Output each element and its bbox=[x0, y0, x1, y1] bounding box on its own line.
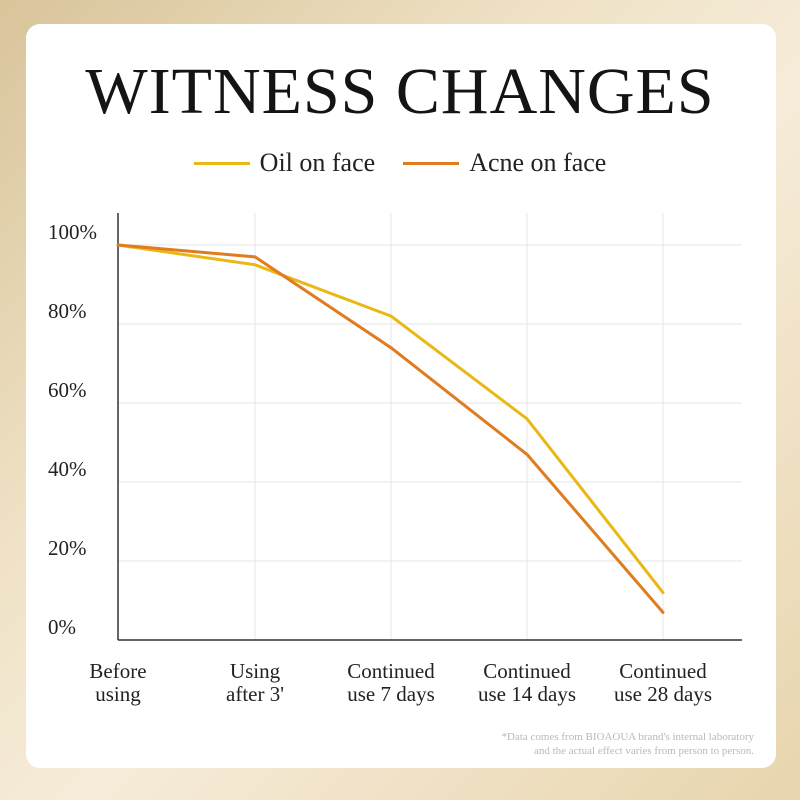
legend-label-oil: Oil on face bbox=[259, 148, 376, 177]
x-tick-label: Continued bbox=[483, 659, 571, 683]
legend-swatch-oil bbox=[193, 161, 250, 165]
x-tick-label: after 3' bbox=[226, 682, 284, 706]
chart-card bbox=[26, 24, 776, 768]
legend-item-acne: Acne on face bbox=[403, 148, 606, 178]
y-tick-label: 20% bbox=[48, 536, 87, 560]
x-tick-label: Continued bbox=[347, 659, 435, 683]
x-tick-label: use 14 days bbox=[478, 682, 576, 706]
y-tick-label: 100% bbox=[48, 220, 97, 244]
x-tick-label: use 7 days bbox=[347, 682, 435, 706]
x-tick-label: Using bbox=[230, 659, 281, 683]
series-line-oil bbox=[116, 243, 665, 595]
x-tick-label: use 28 days bbox=[614, 682, 712, 706]
y-tick-label: 0% bbox=[48, 615, 76, 639]
x-tick-label: using bbox=[95, 682, 141, 706]
legend-item-oil: Oil on face bbox=[193, 148, 376, 178]
x-tick-label: Before bbox=[89, 659, 146, 683]
x-tick-label: Continued bbox=[619, 659, 707, 683]
chart-legend: Oil on face Acne on face bbox=[0, 148, 800, 178]
note-line-2: and the actual effect varies from person… bbox=[533, 745, 754, 757]
y-tick-label: 60% bbox=[48, 378, 87, 402]
series-line-acne bbox=[116, 243, 665, 614]
legend-swatch-acne bbox=[403, 161, 460, 165]
y-tick-label: 40% bbox=[48, 457, 87, 481]
note-line-1: *Data comes from BIOAOUA brand's interna… bbox=[501, 731, 754, 743]
y-tick-label: 80% bbox=[48, 299, 87, 323]
legend-label-acne: Acne on face bbox=[469, 148, 607, 177]
data-source-note: *Data comes from BIOAOUA brand's interna… bbox=[502, 730, 754, 758]
chart-title: WITNESS CHANGES bbox=[85, 55, 715, 128]
